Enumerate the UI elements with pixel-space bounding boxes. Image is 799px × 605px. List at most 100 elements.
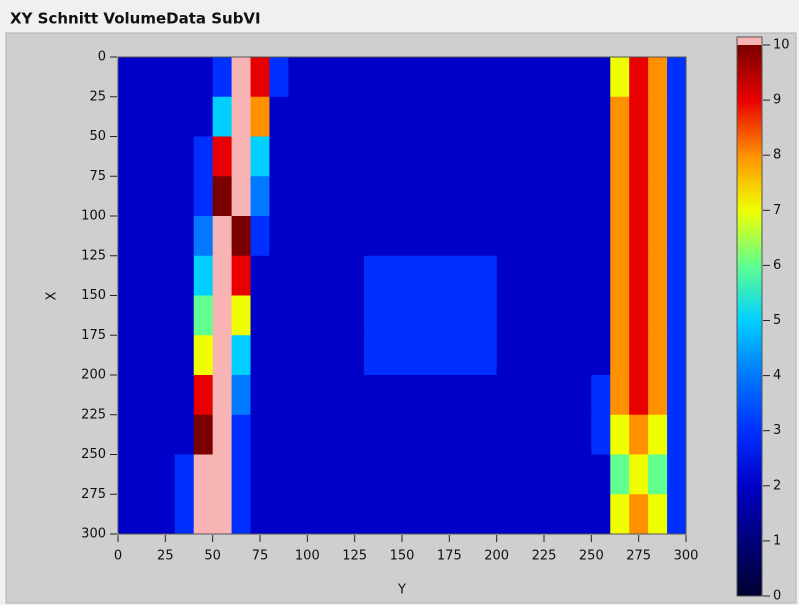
heatmap-cell xyxy=(458,335,479,376)
colorbar-tick-label: 10 xyxy=(773,38,790,53)
heatmap-cell xyxy=(193,176,214,217)
heatmap-cell xyxy=(591,57,611,98)
heatmap-cell xyxy=(648,375,668,416)
heatmap-cell xyxy=(648,414,668,455)
heatmap-cell xyxy=(118,295,138,336)
heatmap-cell xyxy=(439,57,460,98)
colorbar-tick-label: 7 xyxy=(773,203,781,218)
y-tick-label: 75 xyxy=(89,169,106,184)
heatmap-cell xyxy=(212,414,233,455)
heatmap-cell xyxy=(231,295,252,336)
heatmap-cell xyxy=(610,494,630,535)
heatmap-cell xyxy=(629,295,649,336)
heatmap-cell xyxy=(420,216,441,257)
heatmap-cell xyxy=(591,295,611,336)
heatmap-cell xyxy=(383,375,403,416)
heatmap-cell xyxy=(420,255,441,296)
heatmap-cell xyxy=(193,414,214,455)
y-tick-label: 150 xyxy=(81,288,106,303)
heatmap-cell xyxy=(477,375,498,416)
heatmap-cell xyxy=(496,494,517,535)
heatmap-cell xyxy=(496,136,517,177)
heatmap-cell xyxy=(496,176,517,217)
colorbar-tick-label: 1 xyxy=(773,533,781,548)
heatmap-cell xyxy=(477,96,498,137)
heatmap-cell xyxy=(591,494,611,535)
heatmap-cell xyxy=(118,375,138,416)
heatmap-cell xyxy=(420,494,441,535)
heatmap-cell xyxy=(534,176,554,217)
heatmap-cell xyxy=(136,255,157,296)
heatmap-cell xyxy=(458,454,479,495)
heatmap-cell xyxy=(572,216,592,257)
heatmap-cell xyxy=(364,136,384,177)
heatmap-cell xyxy=(307,96,327,137)
heatmap-cell xyxy=(118,176,138,217)
heatmap-cell xyxy=(269,414,289,455)
heatmap-cell xyxy=(383,176,403,217)
heatmap-cell xyxy=(477,414,498,455)
heatmap-cell xyxy=(118,96,138,137)
heatmap-cell xyxy=(383,57,403,98)
heatmap-cell xyxy=(345,335,365,376)
heatmap-cell xyxy=(193,295,214,336)
heatmap-cell xyxy=(288,136,308,177)
heatmap-cell xyxy=(610,454,630,495)
heatmap-cell xyxy=(250,454,270,495)
heatmap-cell xyxy=(496,255,517,296)
heatmap-cell xyxy=(610,176,630,217)
heatmap-cell xyxy=(288,335,308,376)
heatmap-cell xyxy=(193,335,214,376)
heatmap-cell xyxy=(458,216,479,257)
heatmap-cell xyxy=(250,494,270,535)
heatmap-cell xyxy=(288,96,308,137)
heatmap-cell xyxy=(553,216,573,257)
heatmap-cell xyxy=(174,136,195,177)
heatmap-cell xyxy=(439,375,460,416)
heatmap-cell xyxy=(515,414,536,455)
heatmap-cell xyxy=(155,216,176,257)
colorbar-tick-label: 6 xyxy=(773,258,781,273)
colorbar-ramp xyxy=(737,45,762,596)
heatmap-cell xyxy=(591,176,611,217)
heatmap-cell xyxy=(458,494,479,535)
heatmap-cell xyxy=(648,255,668,296)
heatmap-cell xyxy=(174,454,195,495)
heatmap-cell xyxy=(458,375,479,416)
heatmap-cell xyxy=(553,176,573,217)
heatmap-cell xyxy=(534,414,554,455)
heatmap-cell xyxy=(288,414,308,455)
heatmap-cell xyxy=(553,96,573,137)
heatmap-cell xyxy=(136,335,157,376)
heatmap-cell xyxy=(174,494,195,535)
heatmap-cell xyxy=(174,96,195,137)
heatmap-cell xyxy=(383,255,403,296)
heatmap-cell xyxy=(439,255,460,296)
heatmap-cell xyxy=(591,216,611,257)
heatmap-cell xyxy=(364,255,384,296)
colorbar-tick-label: 3 xyxy=(773,423,781,438)
heatmap-cell xyxy=(477,295,498,336)
heatmap-cell xyxy=(118,414,138,455)
heatmap-cell xyxy=(136,494,157,535)
heatmap-cell xyxy=(477,216,498,257)
heatmap-cell xyxy=(174,335,195,376)
heatmap-cell xyxy=(534,295,554,336)
heatmap-cell xyxy=(515,216,536,257)
heatmap-cell xyxy=(420,335,441,376)
heatmap-cell xyxy=(155,375,176,416)
heatmap-cell xyxy=(250,216,270,257)
heatmap-cell xyxy=(553,57,573,98)
heatmap-cell xyxy=(458,295,479,336)
heatmap-cell xyxy=(572,255,592,296)
heatmap-cell xyxy=(383,414,403,455)
heatmap-cell xyxy=(307,335,327,376)
heatmap-cell xyxy=(629,96,649,137)
heatmap-cell xyxy=(402,216,422,257)
heatmap-cell xyxy=(364,454,384,495)
heatmap-cell xyxy=(155,454,176,495)
colorbar-tick-label: 2 xyxy=(773,478,781,493)
heatmap-cell xyxy=(326,136,346,177)
heatmap-cell xyxy=(231,335,252,376)
heatmap-cell xyxy=(534,494,554,535)
